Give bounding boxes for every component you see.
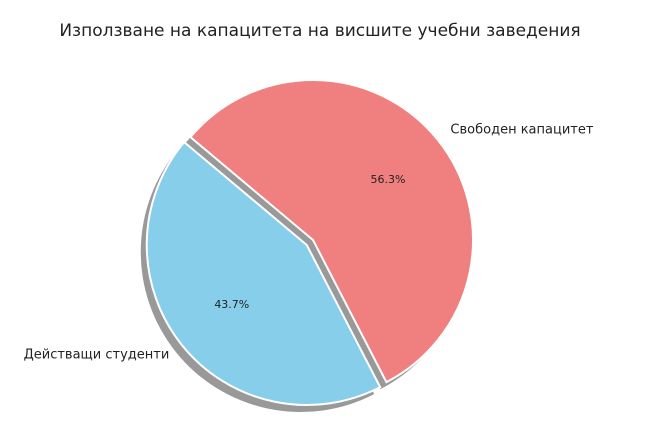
chart-title: Използване на капацитета на висшите учеб… <box>59 21 580 41</box>
slice <box>145 140 382 406</box>
value-label: 56.3% <box>370 173 405 186</box>
slice <box>189 79 474 384</box>
slice-label: Свободен капацитет <box>450 123 593 138</box>
slice-label: Действащи студенти <box>24 347 170 362</box>
value-label: 43.7% <box>214 298 249 311</box>
